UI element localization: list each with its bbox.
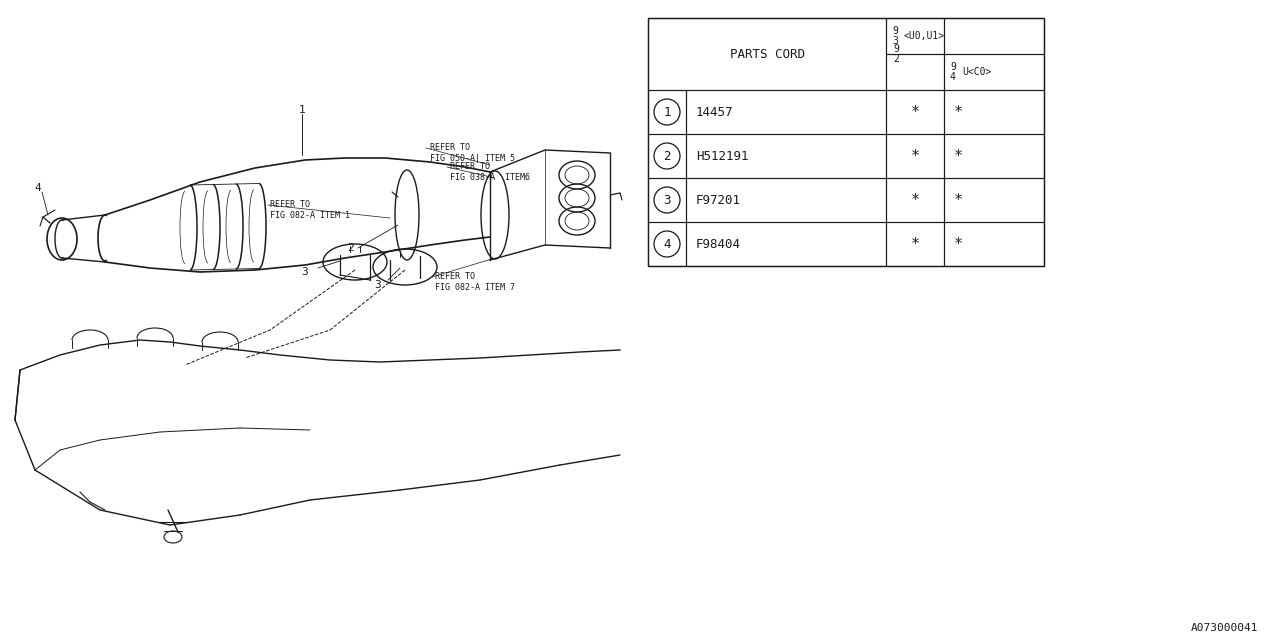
Bar <box>648 222 686 266</box>
Text: F97201: F97201 <box>696 193 741 207</box>
Text: 1: 1 <box>663 106 671 118</box>
Text: *: * <box>954 193 963 207</box>
Bar <box>686 134 886 178</box>
Text: REFER TO
FIG 050-A| ITEM 5: REFER TO FIG 050-A| ITEM 5 <box>430 143 515 163</box>
Bar <box>945 222 1044 266</box>
Text: 2: 2 <box>347 243 353 253</box>
Text: 9
4: 9 4 <box>950 62 956 82</box>
Bar <box>648 134 686 178</box>
Text: *: * <box>910 148 919 163</box>
Text: REFER TO
FIG 082-A ITEM 7: REFER TO FIG 082-A ITEM 7 <box>435 272 515 292</box>
Bar <box>648 18 886 90</box>
Bar <box>945 54 1044 90</box>
Text: 3: 3 <box>302 267 308 277</box>
Text: <U0,U1>: <U0,U1> <box>904 31 945 41</box>
Text: *: * <box>954 237 963 252</box>
Bar <box>648 90 686 134</box>
Text: H512191: H512191 <box>696 150 749 163</box>
Text: *: * <box>954 104 963 120</box>
Text: 9
3: 9 3 <box>892 26 897 46</box>
Text: U<C0>: U<C0> <box>963 67 992 77</box>
Bar <box>945 18 1044 54</box>
Bar <box>886 18 945 54</box>
Bar <box>886 134 945 178</box>
Text: 3: 3 <box>663 193 671 207</box>
Text: 1: 1 <box>298 105 306 115</box>
Bar <box>886 90 945 134</box>
Text: 4: 4 <box>663 237 671 250</box>
Text: 4: 4 <box>35 183 41 193</box>
Bar <box>945 134 1044 178</box>
Text: *: * <box>954 148 963 163</box>
Bar <box>686 222 886 266</box>
Bar <box>648 18 1044 266</box>
Bar <box>945 178 1044 222</box>
Text: 3: 3 <box>375 280 381 290</box>
Text: *: * <box>910 237 919 252</box>
Bar <box>945 90 1044 134</box>
Text: *: * <box>910 193 919 207</box>
Text: F98404: F98404 <box>696 237 741 250</box>
Text: REFER TO
FIG 038-A  ITEM6: REFER TO FIG 038-A ITEM6 <box>451 162 530 182</box>
Bar <box>686 90 886 134</box>
Bar <box>886 178 945 222</box>
Text: A073000041: A073000041 <box>1190 623 1258 633</box>
Text: 14457: 14457 <box>696 106 733 118</box>
Text: *: * <box>910 104 919 120</box>
Bar <box>686 178 886 222</box>
Bar <box>886 222 945 266</box>
Text: 9
2: 9 2 <box>893 44 899 64</box>
Text: 2: 2 <box>663 150 671 163</box>
Bar <box>648 178 686 222</box>
Text: PARTS CORD: PARTS CORD <box>730 47 805 61</box>
Bar <box>886 54 945 90</box>
Text: REFER TO
FIG 082-A ITEM 1: REFER TO FIG 082-A ITEM 1 <box>270 200 349 220</box>
